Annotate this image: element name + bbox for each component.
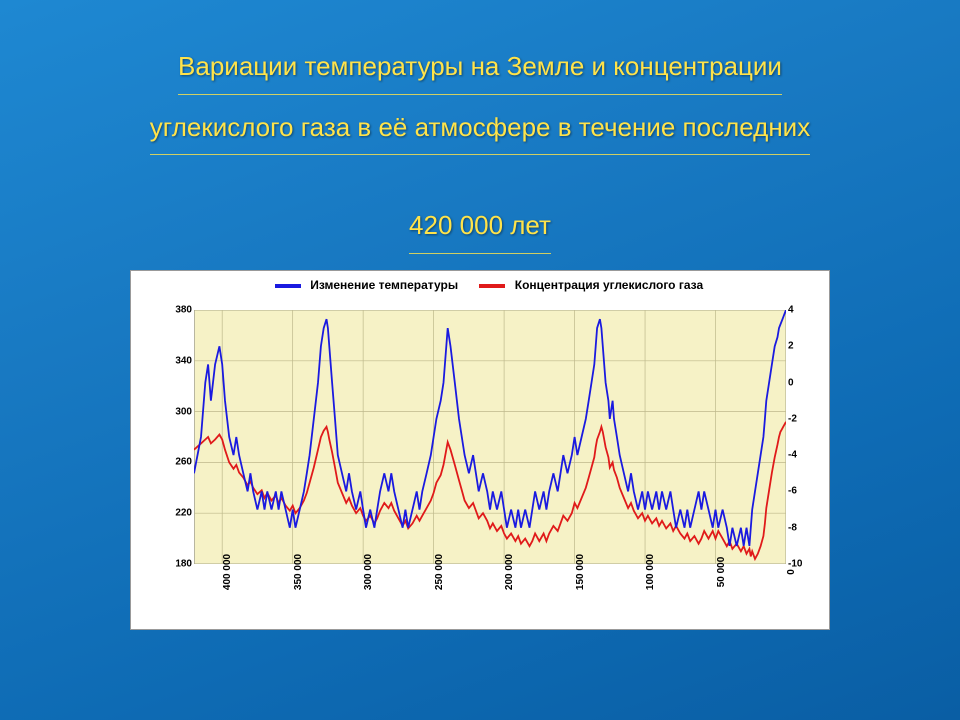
xtick: 150 000: [575, 554, 586, 590]
legend-swatch-co2: [479, 284, 505, 288]
xtick: 350 000: [293, 554, 304, 590]
ytick-right: 2: [788, 341, 806, 352]
ytick-left: 220: [170, 508, 192, 519]
legend-label-co2: Концентрация углекислого газа: [515, 278, 703, 292]
xtick: 400 000: [222, 554, 233, 590]
legend-swatch-temperature: [275, 284, 301, 288]
title-line-1: Вариации температуры на Земле и концентр…: [178, 48, 782, 95]
chart-svg: [194, 310, 786, 564]
chart-legend: Изменение температуры Концентрация углек…: [130, 278, 830, 292]
ytick-left: 300: [170, 406, 192, 417]
ytick-right: 4: [788, 305, 806, 316]
ytick-left: 260: [170, 457, 192, 468]
title-line-3: 420 000 лет: [409, 207, 551, 254]
ytick-right: -2: [788, 413, 806, 424]
xtick: 250 000: [434, 554, 445, 590]
title-line-2: углекислого газа в её атмосфере в течени…: [150, 109, 810, 156]
chart-container: Изменение температуры Концентрация углек…: [130, 270, 830, 630]
ytick-right: -6: [788, 486, 806, 497]
ytick-right: -4: [788, 450, 806, 461]
ytick-left: 340: [170, 355, 192, 366]
xtick: 100 000: [645, 554, 656, 590]
legend-label-temperature: Изменение температуры: [310, 278, 458, 292]
xtick: 50 000: [716, 557, 727, 588]
xtick: 200 000: [504, 554, 515, 590]
plot-area: [194, 310, 786, 564]
ytick-right: 0: [788, 377, 806, 388]
ytick-left: 180: [170, 559, 192, 570]
title-block: Вариации температуры на Земле и концентр…: [72, 48, 888, 268]
xtick: 300 000: [363, 554, 374, 590]
xtick: 0: [786, 569, 797, 575]
slide: Вариации температуры на Земле и концентр…: [0, 0, 960, 720]
ytick-right: -8: [788, 522, 806, 533]
ytick-left: 380: [170, 305, 192, 316]
